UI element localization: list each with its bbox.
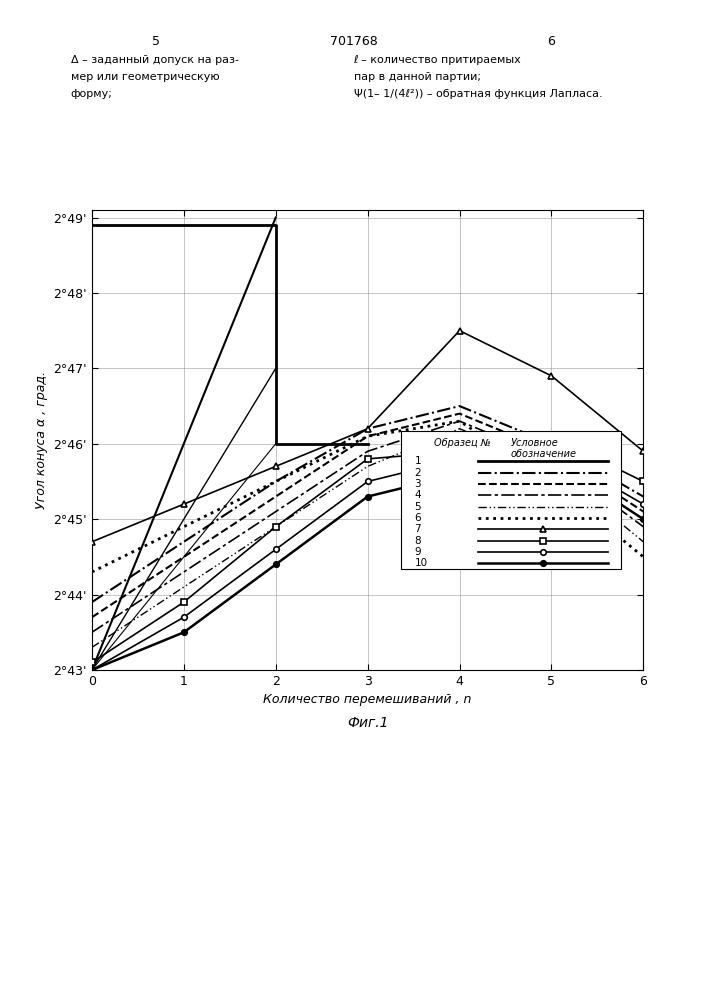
Text: 5: 5: [151, 35, 160, 48]
Text: ℓ – количество притираемых: ℓ – количество притираемых: [354, 55, 521, 65]
Text: Условное
обозначение: Условное обозначение: [511, 438, 577, 459]
Text: форму;: форму;: [71, 89, 112, 99]
Text: 6: 6: [547, 35, 556, 48]
Text: 8: 8: [414, 536, 421, 546]
Text: 3: 3: [414, 479, 421, 489]
Text: 4: 4: [414, 490, 421, 500]
Text: 5: 5: [414, 502, 421, 512]
Text: Ψ(1– 1/(4ℓ²)) – обратная функция Лапласа.: Ψ(1– 1/(4ℓ²)) – обратная функция Лапласа…: [354, 89, 602, 99]
Text: 701768: 701768: [329, 35, 378, 48]
Bar: [401, 431, 621, 569]
Text: Фиг.1: Фиг.1: [347, 716, 388, 730]
Text: Δ – заданный допуск на раз-: Δ – заданный допуск на раз-: [71, 55, 239, 65]
Y-axis label: Угол конуса α , град.: Угол конуса α , град.: [35, 371, 48, 509]
Text: пар в данной партии;: пар в данной партии;: [354, 72, 481, 82]
Text: 10: 10: [414, 558, 428, 568]
Text: 9: 9: [414, 547, 421, 557]
Text: 7: 7: [414, 524, 421, 534]
Text: 6: 6: [414, 513, 421, 523]
Text: 2: 2: [414, 468, 421, 478]
X-axis label: Количество перемешиваний , n: Количество перемешиваний , n: [264, 693, 472, 706]
Text: мер или геометрическую: мер или геометрическую: [71, 72, 219, 82]
Text: 1: 1: [414, 456, 421, 466]
Text: Образец №: Образец №: [434, 438, 491, 448]
